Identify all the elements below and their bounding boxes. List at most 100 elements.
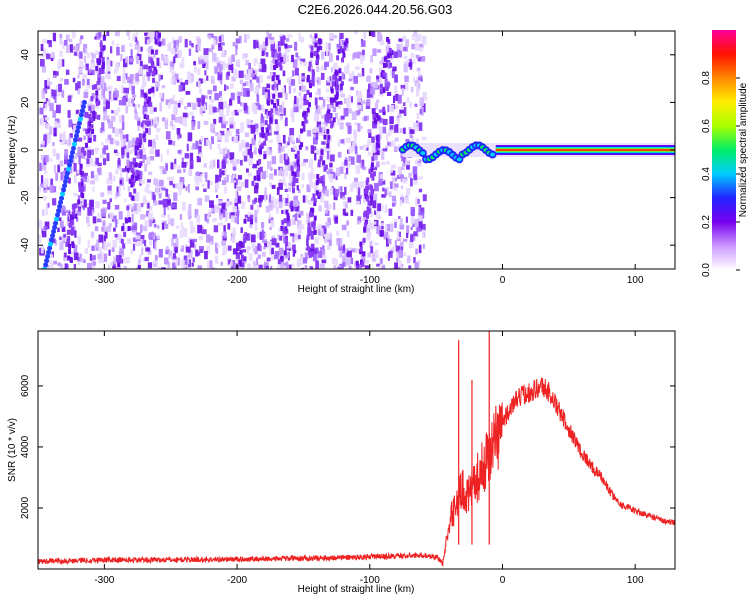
heatmap-cell: [292, 236, 295, 243]
heatmap-cell: [421, 103, 426, 113]
heatmap-cell: [413, 31, 418, 37]
heatmap-cell: [52, 110, 57, 118]
heatmap-cell: [53, 127, 57, 137]
heatmap-cell: [130, 248, 134, 255]
heatmap-cell: [96, 114, 101, 120]
heatmap-cell: [188, 75, 193, 84]
heatmap-streak-cell: [133, 157, 137, 163]
heatmap-cell: [292, 87, 297, 93]
heatmap-cell: [208, 209, 212, 215]
heatmap-streak-cell: [326, 128, 330, 134]
heatmap-cell: [276, 139, 282, 144]
heatmap-cell: [309, 181, 314, 189]
heatmap-cell: [299, 224, 305, 230]
heatmap-cell: [363, 31, 367, 40]
heatmap-cell: [351, 248, 356, 253]
heatmap-cell: [173, 100, 178, 105]
heatmap-cell: [280, 145, 285, 152]
heatmap-streak-cell: [280, 36, 284, 42]
heatmap-cell: [277, 92, 283, 98]
heatmap-streak-cell: [388, 47, 392, 53]
heatmap-cell: [241, 86, 245, 91]
heatmap-cell: [106, 225, 112, 233]
heatmap-streak-cell: [282, 227, 286, 233]
heatmap-cell: [250, 124, 256, 134]
heatmap-cell: [146, 179, 151, 183]
heatmap-cell: [385, 81, 390, 89]
heatmap-cell: [231, 76, 236, 82]
heatmap-cell: [144, 256, 149, 262]
heatmap-cell: [160, 267, 166, 269]
heatmap-cell: [422, 194, 427, 202]
heatmap-cell: [80, 35, 84, 40]
heatmap-cell: [296, 185, 299, 191]
heatmap-cell: [237, 109, 243, 113]
heatmap-cell: [159, 189, 163, 196]
heatmap-streak-cell: [306, 234, 310, 240]
heatmap-cell: [73, 252, 79, 261]
heatmap-streak-cell: [69, 214, 73, 220]
heatmap-cell: [250, 234, 256, 243]
heatmap-cell: [102, 158, 107, 166]
heatmap-cell: [148, 232, 154, 240]
heatmap-cell: [287, 164, 292, 171]
heatmap-cell: [256, 94, 260, 103]
heatmap-cell: [229, 121, 234, 129]
heatmap-cell: [418, 215, 423, 222]
heatmap-cell: [301, 75, 306, 80]
spectrogram-x-ticks: -300 -200 -100 0 100: [94, 31, 644, 286]
heatmap-cell: [219, 130, 225, 136]
heatmap-cell: [180, 245, 184, 252]
heatmap-cell: [299, 210, 304, 216]
heatmap-cell: [410, 226, 413, 231]
heatmap-cell: [388, 208, 393, 216]
heatmap-cell: [217, 71, 223, 81]
colorbar-tick-label: 0.4: [701, 167, 712, 181]
heatmap-cell: [63, 159, 69, 165]
heatmap-cell: [195, 36, 201, 41]
heatmap-cell: [378, 148, 383, 156]
heatmap-cell: [180, 177, 185, 183]
heatmap-cell: [274, 254, 279, 260]
heatmap-cell: [404, 60, 408, 65]
heatmap-cell: [212, 85, 217, 92]
heatmap-cell: [279, 154, 283, 164]
heatmap-cell: [179, 78, 183, 85]
heatmap-cell: [387, 238, 392, 245]
heatmap-cell: [100, 76, 105, 84]
heatmap-streak-cell: [93, 84, 97, 90]
heatmap-cell: [256, 257, 259, 265]
heatmap-cell: [414, 42, 419, 51]
heatmap-cell: [161, 222, 165, 230]
heatmap-cell: [334, 112, 338, 119]
heatmap-cell: [340, 186, 343, 192]
heatmap-streak-cell: [283, 218, 287, 224]
heatmap-cell: [73, 174, 77, 184]
x-tick-label: -300: [94, 575, 114, 586]
heatmap-cell: [270, 220, 275, 228]
heatmap-cell: [381, 161, 386, 166]
heatmap-cell: [280, 263, 284, 269]
heatmap-cell: [229, 212, 232, 219]
heatmap-cell: [238, 180, 241, 185]
heatmap-cell: [182, 228, 188, 237]
heatmap-streak-cell: [124, 218, 128, 224]
heatmap-cell: [417, 227, 422, 232]
heatmap-streak-cell: [70, 226, 74, 232]
heatmap-streak-cell: [137, 170, 141, 176]
heatmap-cell: [274, 119, 278, 125]
heatmap-cell: [346, 230, 350, 238]
heatmap-cell: [78, 67, 83, 74]
heatmap-streak-cell: [335, 91, 339, 97]
heatmap-cell: [218, 64, 223, 71]
heatmap-cell: [72, 226, 76, 231]
heatmap-streak-cell: [284, 43, 288, 49]
heatmap-cell: [209, 235, 214, 245]
heatmap-cell: [214, 92, 219, 101]
heatmap-cell: [244, 149, 250, 155]
heatmap-cell: [262, 239, 268, 244]
heatmap-cell: [74, 45, 78, 53]
heatmap-streak-cell: [336, 55, 340, 61]
heatmap-cell: [243, 53, 248, 58]
heatmap-cell: [335, 172, 338, 180]
